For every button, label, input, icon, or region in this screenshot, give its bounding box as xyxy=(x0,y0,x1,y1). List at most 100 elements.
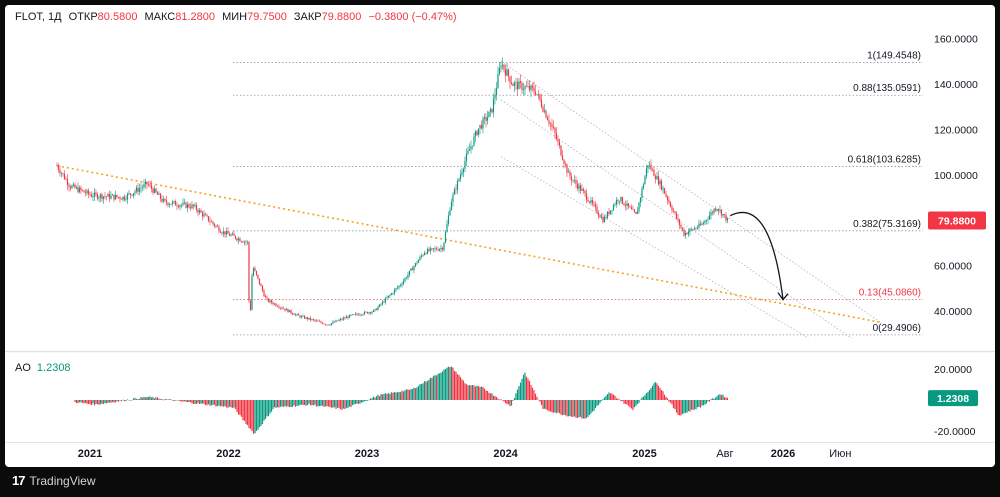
candle-body xyxy=(374,308,376,311)
ao-bar xyxy=(333,400,336,408)
ao-bar xyxy=(675,400,678,413)
candle-body xyxy=(164,199,166,201)
ao-bar xyxy=(230,400,232,408)
ao-bar xyxy=(716,396,718,400)
candle-body xyxy=(158,193,160,195)
candle-body xyxy=(605,217,607,218)
candle-body xyxy=(225,230,228,235)
tradingview-footer[interactable]: 17 TradingView xyxy=(12,473,96,488)
ao-bar xyxy=(285,400,288,407)
candle-body xyxy=(263,290,265,296)
ao-bar xyxy=(149,396,151,400)
time-axis-tick: 2021 xyxy=(78,448,102,460)
candle-body xyxy=(470,146,472,150)
ao-bar xyxy=(557,400,559,413)
candle-body xyxy=(617,199,619,201)
ao-bar xyxy=(551,400,553,413)
ao-bar xyxy=(116,400,118,402)
ao-bar xyxy=(452,367,454,400)
ao-bar xyxy=(356,400,358,404)
ao-indicator-label[interactable]: AO 1.2308 xyxy=(15,362,71,374)
candle-body xyxy=(458,178,460,181)
candle-body xyxy=(453,189,456,195)
ao-bar xyxy=(278,400,280,408)
candle-body xyxy=(255,270,258,275)
ao-bar xyxy=(519,382,522,400)
candle-body xyxy=(318,321,321,322)
candle-body xyxy=(681,227,684,231)
candle-body xyxy=(80,187,82,191)
ao-bar xyxy=(689,400,691,412)
ao-bar xyxy=(695,400,697,410)
ao-bar xyxy=(419,384,421,400)
candle-body xyxy=(618,200,621,202)
price-axis-tick: 160.0000 xyxy=(934,34,978,46)
candle-body xyxy=(278,306,280,308)
candle-body xyxy=(389,294,391,296)
chart-frame[interactable]: 1(149.4548) 0.88(135.0591) 0.618(103.6285)… xyxy=(5,5,995,467)
candle-body xyxy=(570,176,573,181)
candle-body xyxy=(476,131,478,135)
candle-body xyxy=(243,241,246,243)
candle-body xyxy=(627,203,630,207)
ao-bar xyxy=(554,400,556,413)
ao-bar xyxy=(288,400,291,408)
ao-bar xyxy=(711,398,714,400)
candle-body xyxy=(501,64,504,67)
ao-bar xyxy=(240,400,243,417)
candle-body xyxy=(426,249,429,254)
candle-body xyxy=(357,314,360,316)
ao-bar xyxy=(351,400,354,406)
candle-body xyxy=(569,171,571,177)
ao-bar xyxy=(291,400,294,407)
candle-body xyxy=(105,196,108,198)
candle-body xyxy=(323,323,325,325)
candle-body xyxy=(254,268,256,271)
candle-body xyxy=(437,249,439,251)
price-chart[interactable]: 1(149.4548) 0.88(135.0591) 0.618(103.6285)… xyxy=(5,5,995,467)
candle-body xyxy=(498,68,501,75)
ao-bar xyxy=(593,400,595,411)
price-axis-tick: 140.0000 xyxy=(934,79,978,91)
candle-body xyxy=(377,307,379,310)
candle-body xyxy=(491,108,493,113)
ao-bar xyxy=(302,400,304,406)
ao-bar xyxy=(381,394,384,400)
ao-axis-tick: -20.0000 xyxy=(934,426,976,438)
candle-body xyxy=(447,215,450,224)
time-axis-tick: 2026 xyxy=(771,448,795,460)
ao-bar xyxy=(92,400,94,404)
ao-bar xyxy=(96,400,99,405)
candle-body xyxy=(191,204,193,209)
candle-body xyxy=(632,209,634,210)
ao-bar xyxy=(203,400,205,404)
ao-bar xyxy=(189,400,192,403)
candle-body xyxy=(185,202,187,208)
ao-bar xyxy=(132,398,135,400)
candle-body xyxy=(375,308,378,310)
candle-body xyxy=(168,204,171,206)
ao-bar xyxy=(168,399,171,400)
candle-body xyxy=(71,185,73,189)
candle-body xyxy=(83,190,85,193)
ao-bar xyxy=(660,390,663,400)
candle-body xyxy=(239,238,241,242)
ao-bar xyxy=(524,372,526,400)
ao-bar xyxy=(296,400,298,406)
candle-body xyxy=(77,187,79,193)
candle-body xyxy=(366,311,369,314)
candle-body xyxy=(303,316,306,319)
ao-value: 1.2308 xyxy=(36,362,71,374)
candle-body xyxy=(401,284,403,286)
ao-bar xyxy=(692,400,694,410)
ao-bar xyxy=(495,396,498,400)
symbol-label[interactable]: FLOT, 1Д xyxy=(15,11,62,23)
candle-body xyxy=(311,319,313,320)
ao-bar xyxy=(402,391,405,400)
ao-bar xyxy=(708,400,711,402)
candle-body xyxy=(347,316,349,318)
ao-bar xyxy=(678,400,681,416)
ao-bar xyxy=(575,400,577,418)
candle-body xyxy=(87,190,90,194)
candle-body xyxy=(653,169,655,177)
